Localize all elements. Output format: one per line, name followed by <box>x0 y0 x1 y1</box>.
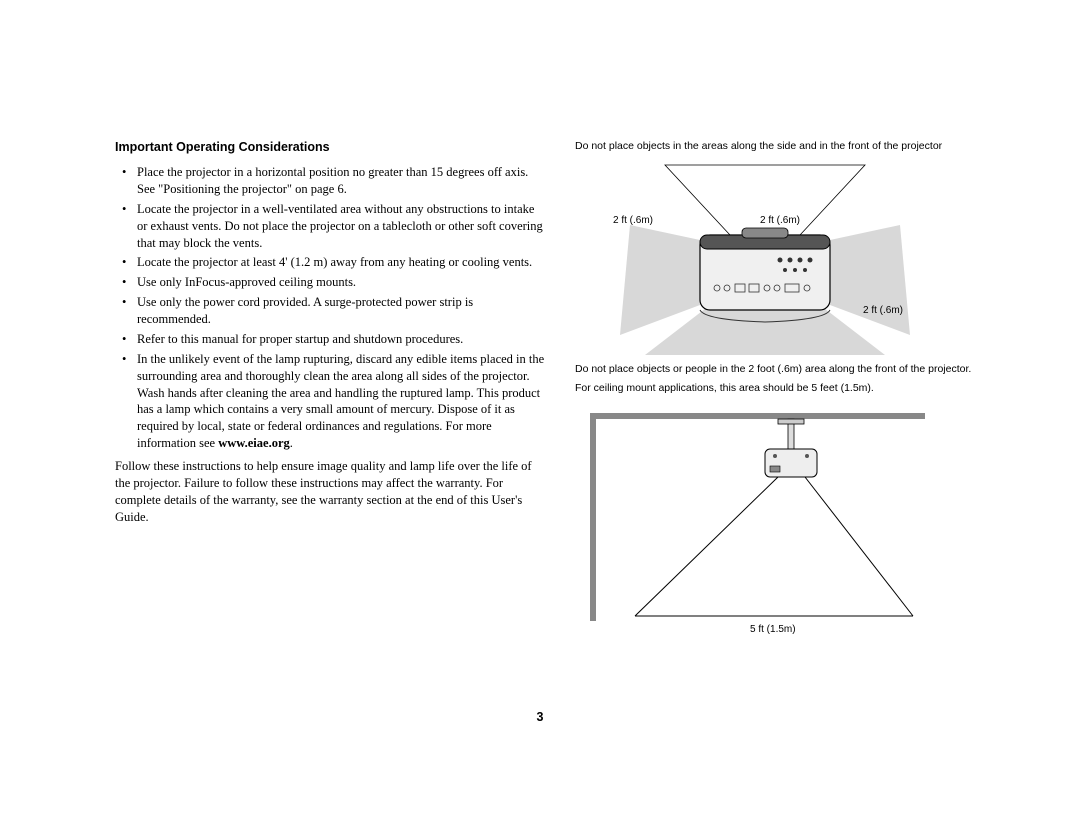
diagram-ceiling-view: 5 ft (1.5m) <box>575 406 955 646</box>
label-left: 2 ft (.6m) <box>613 215 653 226</box>
list-item: Place the projector in a horizontal posi… <box>137 164 545 198</box>
projector-ceiling-svg <box>575 406 955 646</box>
list-item: Locate the projector in a well-ventilate… <box>137 201 545 252</box>
list-item: Use only InFocus-approved ceiling mounts… <box>137 274 545 291</box>
list-item: Use only the power cord provided. A surg… <box>137 294 545 328</box>
section-heading: Important Operating Considerations <box>115 140 545 154</box>
link-text: www.eiae.org <box>218 436 290 450</box>
diagram-top-view: 2 ft (.6m) 2 ft (.6m) 2 ft (.6m) <box>575 160 955 355</box>
list-item: Locate the projector at least 4' (1.2 m)… <box>137 254 545 271</box>
bullet-list: Place the projector in a horizontal posi… <box>115 164 545 452</box>
label-right: 2 ft (.6m) <box>760 215 800 226</box>
label-bottom: 5 ft (1.5m) <box>750 624 796 635</box>
diagram2-caption-b: For ceiling mount applications, this are… <box>575 382 995 396</box>
link-suffix: . <box>290 436 293 450</box>
page-number: 3 <box>0 710 1080 724</box>
list-item: Refer to this manual for proper startup … <box>137 331 545 348</box>
diagram2-caption-a: Do not place objects or people in the 2 … <box>575 363 995 377</box>
list-item: In the unlikely event of the lamp ruptur… <box>137 351 545 452</box>
follow-paragraph: Follow these instructions to help ensure… <box>115 458 545 526</box>
diagram1-caption: Do not place objects in the areas along … <box>575 140 995 154</box>
label-front: 2 ft (.6m) <box>863 305 903 316</box>
projector-top-svg <box>575 160 955 355</box>
bullet-text: In the unlikely event of the lamp ruptur… <box>137 352 544 450</box>
